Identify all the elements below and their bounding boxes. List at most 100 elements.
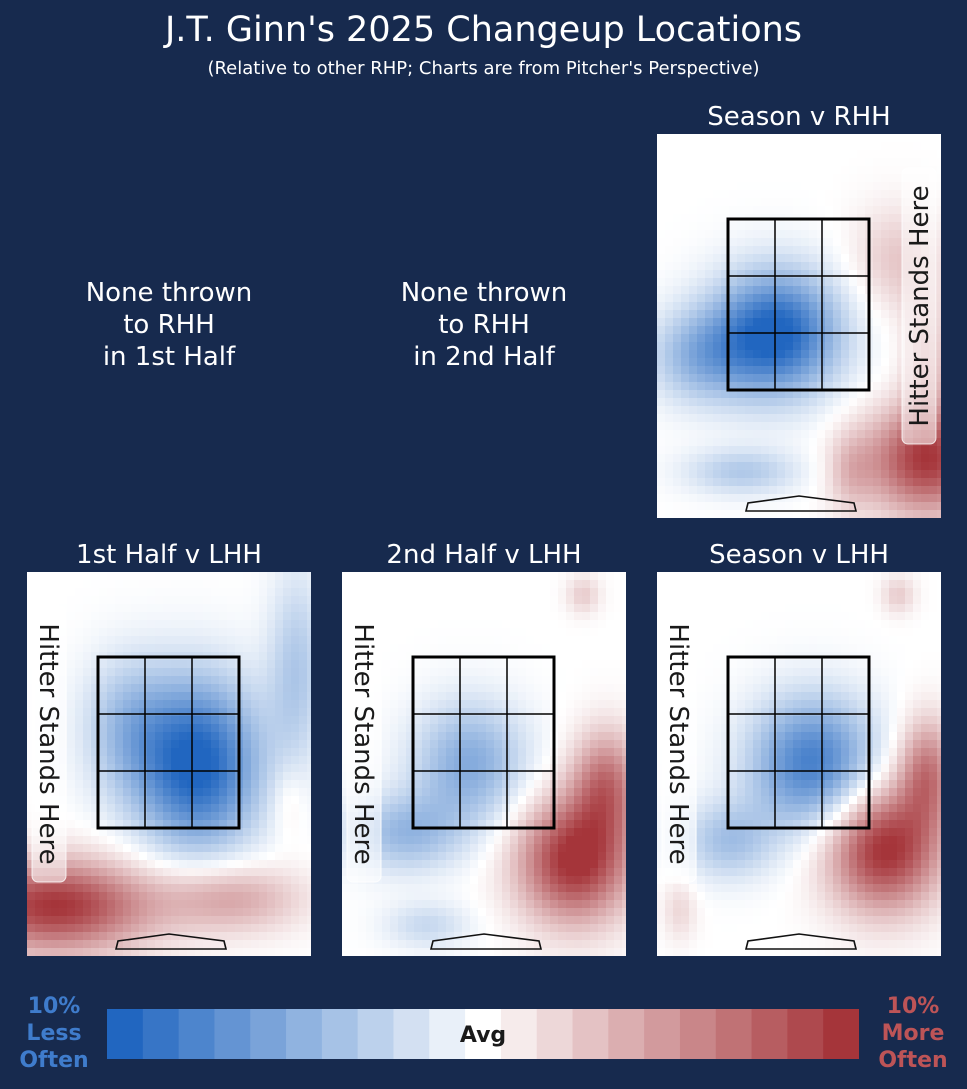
heatmap-cell [155,588,164,597]
heatmap-cell [227,868,236,877]
heatmap-cell [131,716,140,725]
heatmap-cell [857,166,866,175]
heatmap-cell [729,358,738,367]
heatmap-cell [91,604,100,613]
heatmap-cell [614,796,623,805]
heatmap-cell [705,310,714,319]
heatmap-cell [438,636,447,645]
heatmap-cell [67,596,76,605]
heatmap-cell [406,724,415,733]
heatmap-cell [697,462,706,471]
heatmap-cell [793,350,802,359]
heatmap-cell [729,502,738,511]
heatmap-cell [478,644,487,653]
heatmap-cell [179,908,188,917]
heatmap-cell [486,612,495,621]
heatmap-cell [195,588,204,597]
heatmap-cell [75,932,84,941]
heatmap-cell [155,748,164,757]
heatmap-cell [897,430,906,439]
heatmap-cell [83,604,92,613]
heatmap-cell [163,788,172,797]
heatmap-cell [83,812,92,821]
heatmap-cell [721,478,730,487]
heatmap-cell [526,604,535,613]
heatmap-cell [873,366,882,375]
heatmap-cell [510,876,519,885]
heatmap-cell [665,230,674,239]
heatmap-cell [769,262,778,271]
heatmap-cell [75,916,84,925]
heatmap-cell [761,414,770,423]
heatmap-cell [342,700,351,709]
heatmap-cell [526,732,535,741]
heatmap-cell [307,756,311,765]
heatmap-cell [809,350,818,359]
heatmap-cell [801,350,810,359]
heatmap-cell [681,358,690,367]
heatmap-cell [438,860,447,869]
heatmap-cell [259,684,268,693]
heatmap-cell [857,350,866,359]
heatmap-cell [267,596,276,605]
heatmap-cell [398,860,407,869]
heatmap-cell [673,134,682,143]
heatmap-cell [115,700,124,709]
heatmap-cell [422,844,431,853]
heatmap-cell [574,636,583,645]
heatmap-cell [454,884,463,893]
heatmap-cell [299,860,308,869]
heatmap-cell [697,334,706,343]
heatmap-cell [27,892,36,901]
heatmap-cell [745,358,754,367]
heatmap-cell [897,414,906,423]
heatmap-cell [107,724,116,733]
hitter-label: Hitter Stands Here [31,605,67,883]
heatmap-cell [83,852,92,861]
heatmap-cell [558,604,567,613]
heatmap-cell [761,478,770,487]
heatmap-cell [83,860,92,869]
heatmap-cell [937,254,941,263]
heatmap-cell [681,166,690,175]
heatmap-cell [107,948,116,956]
heatmap-cell [91,764,100,773]
heatmap-cell [454,852,463,861]
heatmap-cell [510,668,519,677]
heatmap-cell [542,604,551,613]
heatmap-cell [825,182,834,191]
heatmap-cell [873,326,882,335]
heatmap-cell [219,868,228,877]
heatmap-cell [606,596,615,605]
heatmap-cell [259,940,268,949]
heatmap-cell [793,414,802,423]
heatmap-cell [478,740,487,749]
heatmap-cell [833,286,842,295]
heatmap-cell [307,692,311,701]
heatmap-cell [801,286,810,295]
heatmap-cell [809,334,818,343]
heatmap-cell [211,588,220,597]
heatmap-cell [721,182,730,191]
heatmap-cell [673,446,682,455]
heatmap-cell [665,422,674,431]
heatmap-cell [390,892,399,901]
heatmap-cell [825,430,834,439]
heatmap-cell [195,788,204,797]
heatmap-cell [406,780,415,789]
heatmap-cell [857,486,866,495]
heatmap-cell [267,828,276,837]
heatmap-cell [937,294,941,303]
heatmap-cell [422,740,431,749]
heatmap-cell [897,326,906,335]
heatmap-cell [171,860,180,869]
heatmap-cell [574,884,583,893]
heatmap-cell [614,764,623,773]
heatmap-cell [889,134,898,143]
page-subtitle: (Relative to other RHP; Charts are from … [207,58,760,79]
heatmap-cell [494,892,503,901]
heatmap-cell [99,892,108,901]
heatmap-cell [283,604,292,613]
heatmap-cell [622,580,626,589]
heatmap-cell [534,668,543,677]
